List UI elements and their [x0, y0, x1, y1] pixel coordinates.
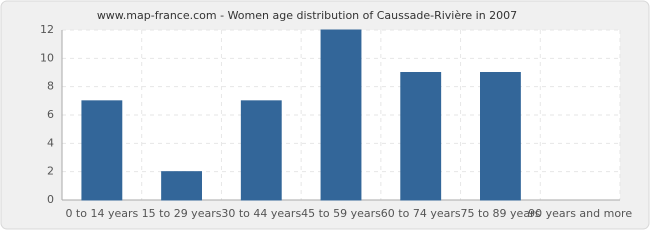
y-tick-label: 4	[47, 136, 54, 149]
bar	[400, 72, 442, 201]
x-tick-label: 15 to 29 years	[142, 207, 222, 220]
x-tick-label: 30 to 44 years	[221, 207, 301, 220]
y-tick-label: 6	[47, 108, 54, 121]
y-tick-label: 8	[47, 80, 54, 93]
y-tick-label: 10	[40, 51, 54, 64]
x-tick-label: 0 to 14 years	[65, 207, 138, 220]
chart-title: www.map-france.com - Women age distribut…	[97, 9, 517, 22]
y-tick-label: 2	[47, 165, 54, 178]
chart: www.map-france.com - Women age distribut…	[0, 0, 650, 230]
bar	[320, 29, 362, 201]
x-tick-label: 75 to 89 years	[461, 207, 541, 220]
bar	[240, 100, 282, 201]
x-tick-label: 45 to 59 years	[301, 207, 381, 220]
bar	[480, 72, 521, 201]
x-tick-label: 90 years and more	[528, 207, 632, 220]
x-tick-label: 60 to 74 years	[381, 207, 461, 220]
y-tick-label: 12	[40, 23, 54, 36]
y-tick-label: 0	[47, 193, 54, 206]
bar	[81, 100, 123, 201]
bar	[161, 171, 202, 201]
